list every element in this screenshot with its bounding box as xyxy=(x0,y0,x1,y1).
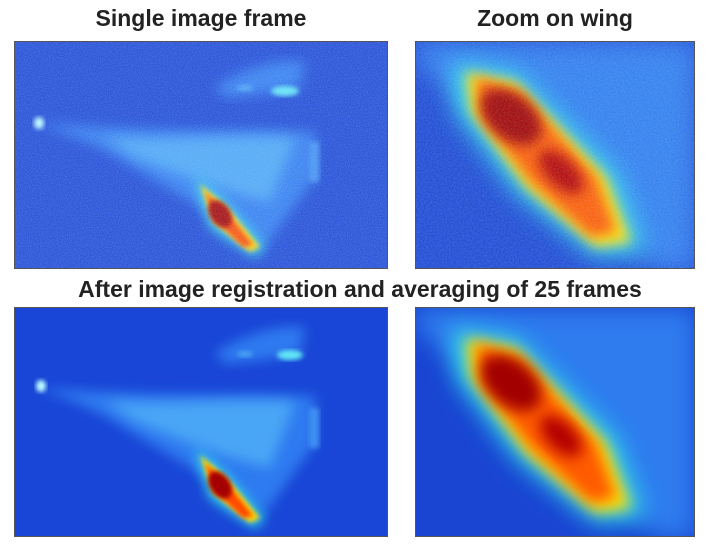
wing-hotspot xyxy=(451,328,646,523)
wing-hotspot xyxy=(195,448,265,528)
title-single-image-frame: Single image frame xyxy=(95,5,307,31)
single-frame-thermal-image xyxy=(14,41,388,269)
title-zoom-on-wing: Zoom on wing xyxy=(477,5,633,31)
aircraft-body xyxy=(36,326,319,513)
zoom-on-wing-thermal-image xyxy=(415,41,695,269)
averaged-zoom-thermal-image xyxy=(415,307,695,537)
averaged-thermal-image xyxy=(14,307,388,537)
title-after-registration: After image registration and averaging o… xyxy=(78,276,642,302)
